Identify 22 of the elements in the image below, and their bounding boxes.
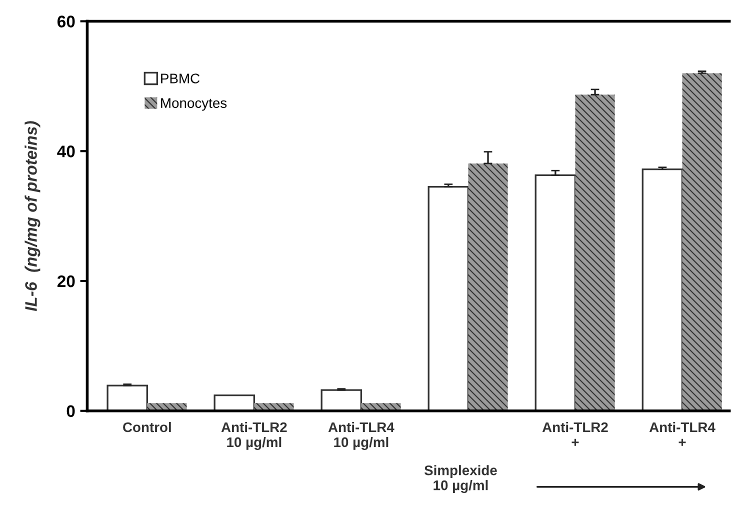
bar	[320, 389, 362, 411]
bar	[682, 73, 722, 411]
bar	[534, 174, 576, 411]
bar	[106, 384, 148, 411]
y-axis-title: IL-6 (ng/mg of proteins)	[24, 121, 40, 312]
bar	[214, 394, 256, 411]
y-tick-label: 60	[57, 16, 75, 28]
x-tick-label: Anti-TLR2 +	[542, 422, 608, 446]
x-tick-label: Anti-TLR4 +	[649, 422, 716, 446]
y-tick-label: 0	[66, 405, 75, 418]
bar	[468, 163, 508, 411]
legend-label: PBMC	[161, 74, 200, 84]
text: Simplexide 10 µg/ml	[424, 465, 497, 494]
bar	[575, 94, 615, 411]
bar	[428, 186, 470, 411]
x-tick-label: Anti-TLR4 10 µg/ml	[328, 422, 394, 450]
y-tick-label: 20	[57, 275, 75, 288]
y-tick-label: 40	[57, 146, 75, 158]
x-tick-label: Control	[123, 422, 171, 432]
x-tick-label: Anti-TLR2 10 µg/ml	[221, 422, 287, 450]
legend-label: Monocytes	[161, 98, 227, 111]
bar	[642, 168, 684, 411]
